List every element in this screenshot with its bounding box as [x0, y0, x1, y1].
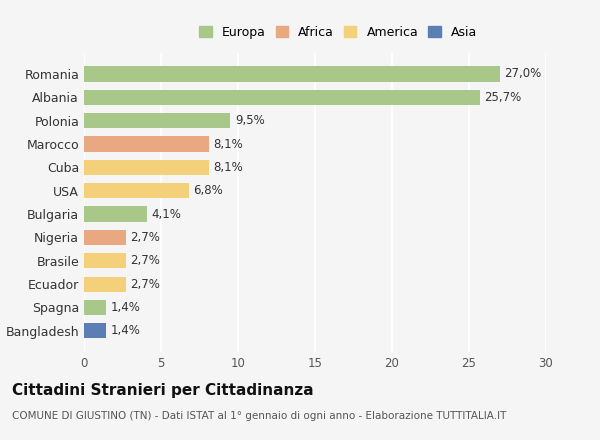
Text: 27,0%: 27,0%: [505, 67, 542, 81]
Text: 25,7%: 25,7%: [484, 91, 521, 104]
Bar: [84, 183, 189, 198]
Legend: Europa, Africa, America, Asia: Europa, Africa, America, Asia: [197, 23, 479, 41]
Bar: [84, 253, 125, 268]
Bar: [84, 66, 500, 81]
Text: 9,5%: 9,5%: [235, 114, 265, 127]
Text: 8,1%: 8,1%: [214, 138, 243, 150]
Bar: [84, 90, 480, 105]
Text: 2,7%: 2,7%: [130, 231, 160, 244]
Text: 2,7%: 2,7%: [130, 254, 160, 267]
Bar: [84, 206, 147, 222]
Bar: [84, 136, 209, 152]
Text: 8,1%: 8,1%: [214, 161, 243, 174]
Text: 2,7%: 2,7%: [130, 278, 160, 290]
Text: 1,4%: 1,4%: [110, 301, 140, 314]
Bar: [84, 160, 209, 175]
Bar: [84, 276, 125, 292]
Bar: [84, 300, 106, 315]
Text: Cittadini Stranieri per Cittadinanza: Cittadini Stranieri per Cittadinanza: [12, 383, 314, 398]
Text: 4,1%: 4,1%: [152, 208, 182, 220]
Bar: [84, 230, 125, 245]
Text: 6,8%: 6,8%: [193, 184, 223, 197]
Text: 1,4%: 1,4%: [110, 324, 140, 337]
Text: COMUNE DI GIUSTINO (TN) - Dati ISTAT al 1° gennaio di ogni anno - Elaborazione T: COMUNE DI GIUSTINO (TN) - Dati ISTAT al …: [12, 411, 506, 422]
Bar: [84, 113, 230, 128]
Bar: [84, 323, 106, 338]
